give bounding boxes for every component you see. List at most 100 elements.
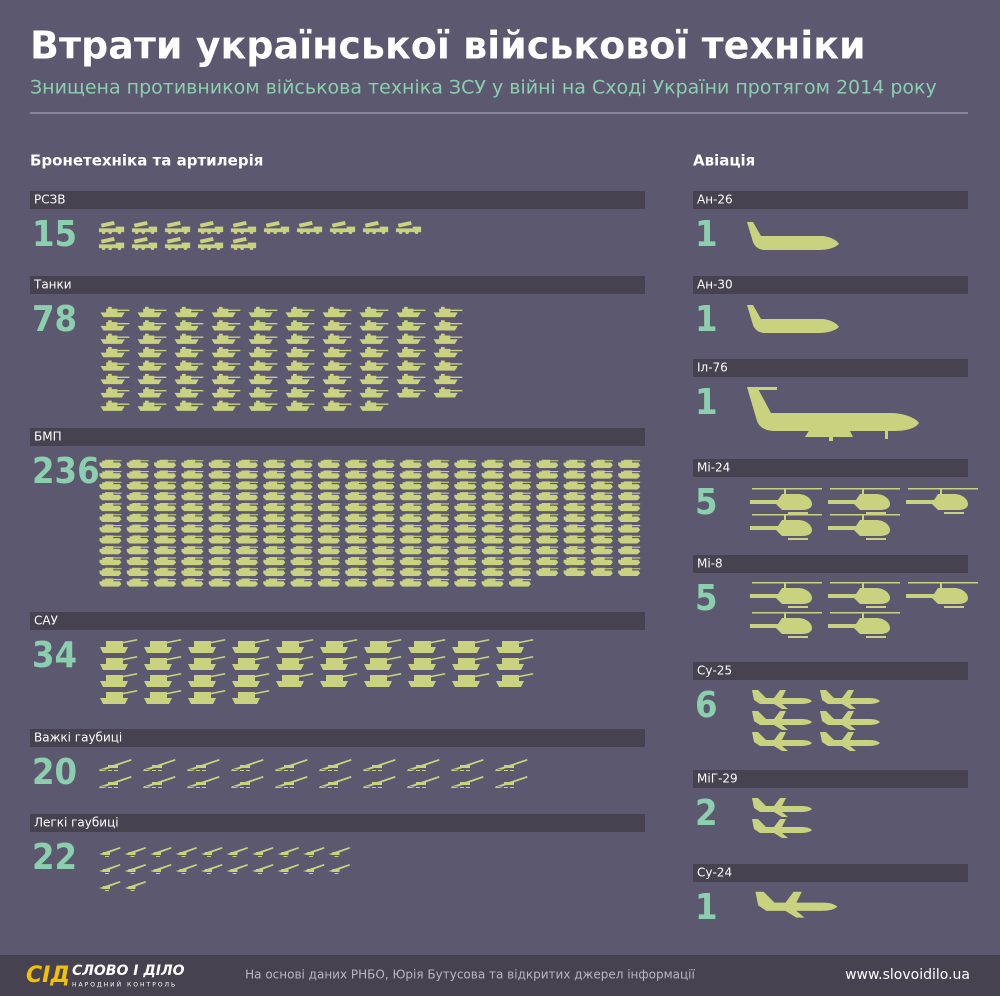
item-count: 6 bbox=[695, 685, 718, 726]
url[interactable]: www.slovoidilo.ua bbox=[845, 967, 970, 983]
unit-icon bbox=[126, 502, 149, 512]
unit-icon bbox=[285, 373, 315, 385]
unit-icon bbox=[181, 481, 204, 490]
unit-icon bbox=[481, 578, 504, 587]
unit-icon bbox=[372, 481, 395, 490]
unit-icon bbox=[197, 220, 224, 235]
unit-icon bbox=[408, 673, 446, 687]
label-bar bbox=[693, 359, 968, 377]
unit-icon bbox=[322, 333, 352, 344]
unit-icon bbox=[750, 488, 822, 514]
unit-icon bbox=[509, 502, 531, 512]
section-title: Авіація bbox=[693, 152, 755, 170]
unit-icon bbox=[563, 459, 586, 468]
unit-icon bbox=[362, 220, 389, 235]
unit-icon bbox=[396, 373, 426, 385]
unit-icon bbox=[399, 535, 422, 544]
unit-icon bbox=[563, 524, 586, 533]
unit-icon bbox=[100, 373, 130, 385]
unit-icon bbox=[359, 333, 389, 344]
unit-icon bbox=[752, 690, 812, 709]
unit-icon bbox=[590, 567, 613, 576]
unit-icon bbox=[509, 567, 531, 576]
unit-icon bbox=[154, 524, 177, 533]
unit-icon bbox=[144, 656, 182, 670]
unit-icon bbox=[181, 502, 204, 512]
unit-icon bbox=[454, 578, 477, 587]
unit-icon bbox=[154, 492, 177, 501]
unit-icon bbox=[481, 524, 504, 533]
unit-icon bbox=[181, 470, 204, 479]
unit-icon bbox=[248, 347, 278, 358]
unit-icon bbox=[750, 612, 822, 638]
unit-icon bbox=[433, 387, 463, 398]
unit-icon bbox=[454, 556, 477, 566]
label-bar bbox=[693, 770, 968, 788]
unit-icon bbox=[395, 220, 422, 235]
unit-icon bbox=[187, 776, 220, 788]
unit-icon bbox=[174, 387, 204, 398]
unit-icon bbox=[181, 524, 204, 533]
unit-icon bbox=[197, 236, 224, 251]
unit-icon bbox=[433, 320, 463, 331]
unit-icon bbox=[285, 333, 315, 344]
unit-icon bbox=[452, 639, 490, 653]
unit-icon bbox=[131, 220, 158, 235]
title: Втрати української військової техніки bbox=[30, 24, 866, 68]
unit-icon bbox=[236, 502, 258, 512]
label-bar bbox=[30, 428, 645, 446]
unit-icon bbox=[427, 459, 450, 468]
unit-icon bbox=[563, 567, 586, 576]
unit-icon bbox=[100, 639, 138, 653]
unit-icon bbox=[126, 492, 149, 501]
unit-icon bbox=[317, 481, 340, 490]
unit-icon bbox=[126, 546, 149, 555]
unit-icon bbox=[590, 459, 613, 468]
unit-icon bbox=[828, 582, 900, 608]
unit-icon bbox=[345, 502, 368, 512]
unit-icon bbox=[290, 556, 313, 566]
unit-icon bbox=[328, 864, 350, 874]
unit-icon bbox=[396, 306, 426, 318]
unit-icon bbox=[150, 847, 172, 857]
unit-icon bbox=[590, 481, 613, 490]
unit-icon bbox=[563, 470, 586, 479]
unit-icon bbox=[126, 459, 149, 468]
unit-icon bbox=[372, 546, 395, 555]
unit-icon bbox=[509, 513, 531, 522]
unit-icon bbox=[317, 492, 340, 501]
unit-icon bbox=[208, 578, 231, 587]
item-count: 1 bbox=[695, 214, 718, 255]
unit-icon bbox=[208, 524, 231, 533]
unit-icon bbox=[99, 567, 122, 576]
unit-icon bbox=[285, 306, 315, 318]
unit-icon bbox=[590, 502, 613, 512]
unit-icon bbox=[322, 360, 352, 371]
unit-icon bbox=[137, 360, 167, 371]
unit-icon bbox=[208, 459, 231, 468]
unit-icon bbox=[263, 459, 286, 468]
unit-icon bbox=[509, 556, 531, 566]
unit-icon bbox=[100, 333, 130, 344]
unit-icon bbox=[154, 567, 177, 576]
label-bar bbox=[693, 555, 968, 573]
unit-icon bbox=[317, 556, 340, 566]
unit-icon bbox=[154, 459, 177, 468]
unit-icon bbox=[399, 459, 422, 468]
unit-icon bbox=[99, 513, 122, 522]
unit-icon bbox=[201, 847, 223, 857]
unit-icon bbox=[399, 524, 422, 533]
unit-icon bbox=[322, 387, 352, 398]
unit-icon bbox=[99, 881, 121, 891]
unit-icon bbox=[481, 513, 504, 522]
item-count: 236 bbox=[32, 451, 100, 492]
unit-icon bbox=[618, 459, 641, 468]
item-label: Мі-8 bbox=[697, 557, 723, 571]
unit-icon bbox=[563, 492, 586, 501]
unit-icon bbox=[99, 470, 122, 479]
unit-icon bbox=[396, 333, 426, 344]
unit-icon bbox=[509, 492, 531, 501]
unit-icon bbox=[100, 673, 138, 687]
unit-icon bbox=[618, 481, 641, 490]
unit-icon bbox=[747, 305, 839, 333]
